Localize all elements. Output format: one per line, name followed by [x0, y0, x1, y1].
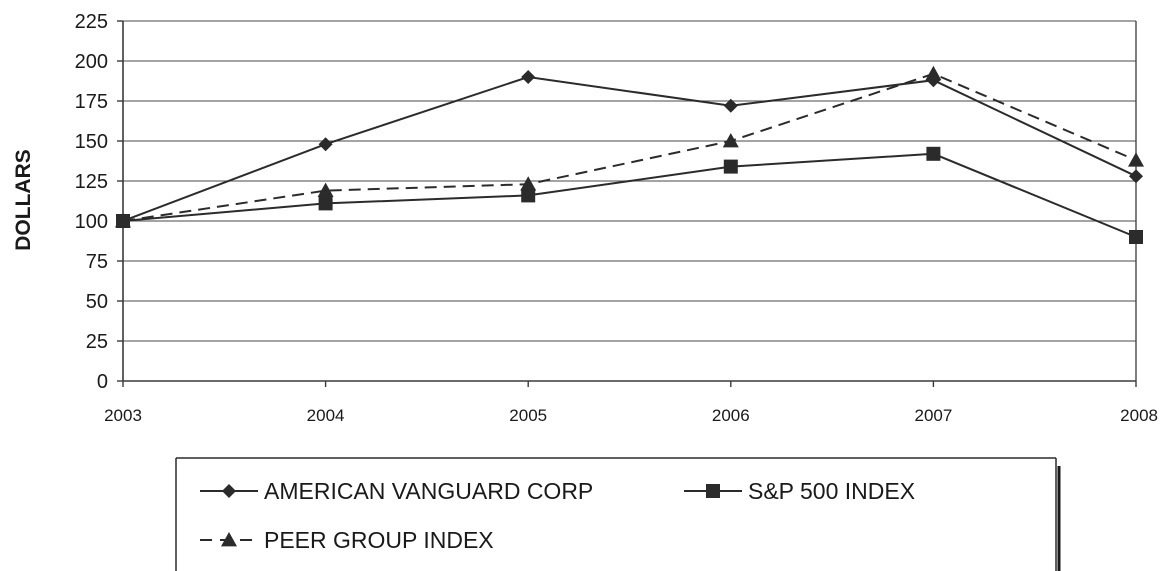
- axes: [117, 20, 1137, 387]
- x-tick-labels: 2003 2004 2005 2006 2007 2008: [104, 406, 1158, 425]
- data-point-triangle: [115, 213, 131, 228]
- x-tick-label: 2006: [712, 406, 750, 425]
- series-layer: [115, 65, 1144, 244]
- y-tick-label: 25: [86, 331, 108, 353]
- data-point-diamond: [1129, 169, 1143, 184]
- series-diamond: [116, 70, 1143, 228]
- y-tick-labels: 0 25 50 75 100 125 150 175 200 225: [75, 11, 108, 393]
- data-point-triangle: [520, 176, 537, 191]
- data-point-square: [521, 188, 536, 203]
- y-tick-label: 175: [75, 91, 108, 113]
- legend: AMERICAN VANGUARD CORP S&P 500 INDEX PEER …: [175, 457, 1061, 571]
- legend-marker-diamond: [222, 484, 236, 498]
- y-tick-label: 75: [86, 251, 108, 273]
- y-tick-label: 125: [75, 171, 108, 193]
- series-line: [122, 72, 1137, 222]
- legend-marker-triangle: [221, 532, 237, 547]
- y-tick-label: 0: [97, 371, 108, 393]
- y-tick-label: 150: [75, 131, 108, 153]
- legend-entry: PEER GROUP INDEX: [200, 527, 494, 553]
- legend-label: S&P 500 INDEX: [748, 478, 915, 504]
- x-tick-label: 2007: [914, 406, 952, 425]
- series-triangle: [115, 65, 1144, 228]
- series-square: [116, 146, 1143, 244]
- data-point-square: [723, 159, 738, 174]
- legend-items: AMERICAN VANGUARD CORP S&P 500 INDEX PEER …: [200, 478, 915, 553]
- y-tick-label: 50: [86, 291, 108, 313]
- data-point-diamond: [723, 98, 738, 113]
- data-point-triangle: [317, 182, 334, 197]
- legend-label: AMERICAN VANGUARD CORP: [264, 478, 593, 504]
- data-point-diamond: [521, 70, 536, 84]
- x-tick-label: 2005: [509, 406, 547, 425]
- y-tick-label: 200: [75, 51, 108, 73]
- legend-entry: S&P 500 INDEX: [684, 478, 915, 504]
- series-line: [122, 152, 1137, 238]
- data-point-triangle: [1128, 152, 1144, 167]
- y-tick-label: 100: [75, 211, 108, 233]
- data-point-triangle: [925, 65, 942, 81]
- x-tick-label: 2003: [104, 406, 142, 425]
- data-point-square: [926, 146, 941, 161]
- data-point-triangle: [722, 133, 739, 148]
- x-tick-label: 2008: [1120, 406, 1158, 425]
- y-axis-label: DOLLARS: [12, 149, 35, 251]
- legend-entry: AMERICAN VANGUARD CORP: [200, 478, 593, 504]
- data-point-square: [1129, 230, 1143, 244]
- legend-marker-square: [706, 484, 720, 498]
- data-point-diamond: [318, 137, 333, 152]
- x-tick-label: 2004: [307, 406, 345, 425]
- y-tick-label: 225: [75, 11, 108, 33]
- legend-label: PEER GROUP INDEX: [264, 527, 494, 553]
- series-line: [122, 75, 1137, 222]
- data-point-square: [318, 196, 333, 211]
